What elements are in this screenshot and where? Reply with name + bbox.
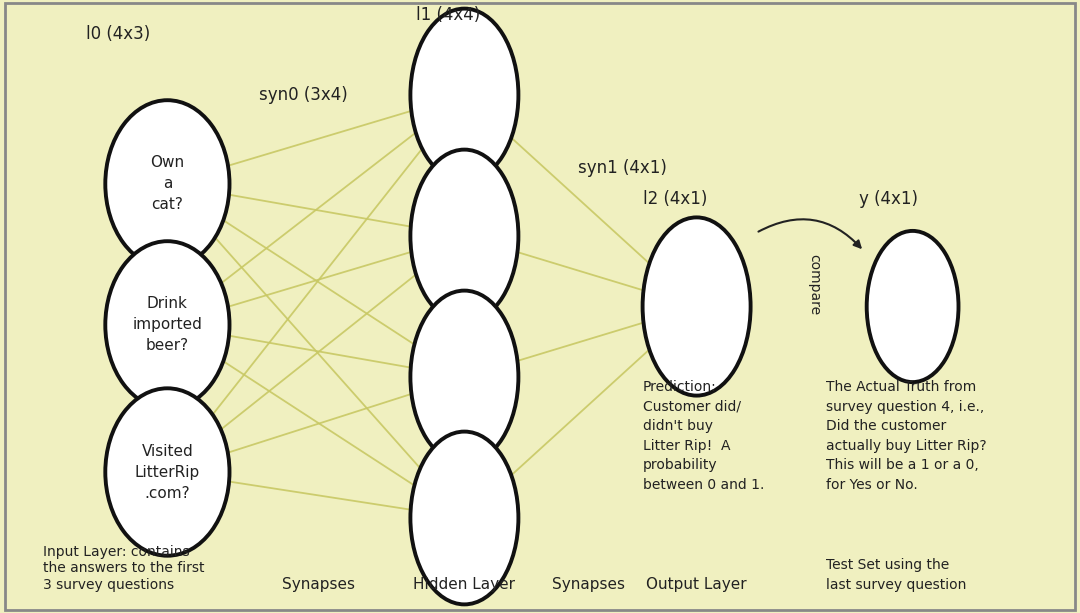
Text: Hidden Layer: Hidden Layer: [414, 577, 515, 592]
Text: Visited
LitterRip
.com?: Visited LitterRip .com?: [135, 444, 200, 500]
Text: Synapses: Synapses: [552, 577, 625, 592]
Ellipse shape: [410, 9, 518, 181]
Text: l0 (4x3): l0 (4x3): [86, 25, 150, 42]
Text: l1 (4x4): l1 (4x4): [416, 6, 480, 24]
Text: compare: compare: [808, 254, 821, 316]
Text: Test Set using the
last survey question: Test Set using the last survey question: [826, 558, 967, 592]
Text: l2 (4x1): l2 (4x1): [643, 190, 707, 208]
Text: Input Layer: contains
the answers to the first
3 survey questions: Input Layer: contains the answers to the…: [43, 545, 205, 592]
Text: Prediction:
Customer did/
didn't buy
Litter Rip!  A
probability
between 0 and 1.: Prediction: Customer did/ didn't buy Lit…: [643, 380, 764, 492]
Ellipse shape: [106, 241, 229, 409]
Ellipse shape: [410, 291, 518, 463]
Ellipse shape: [866, 231, 959, 382]
Text: Synapses: Synapses: [282, 577, 355, 592]
Ellipse shape: [410, 150, 518, 322]
Text: syn1 (4x1): syn1 (4x1): [578, 159, 666, 177]
Text: y (4x1): y (4x1): [859, 190, 918, 208]
Text: Output Layer: Output Layer: [646, 577, 747, 592]
Text: Own
a
cat?: Own a cat?: [150, 156, 185, 212]
Ellipse shape: [106, 100, 229, 268]
Ellipse shape: [643, 218, 751, 395]
Ellipse shape: [106, 388, 229, 556]
Text: syn0 (3x4): syn0 (3x4): [259, 86, 348, 104]
Text: The Actual Truth from
survey question 4, i.e.,
Did the customer
actually buy Lit: The Actual Truth from survey question 4,…: [826, 380, 987, 492]
Text: Drink
imported
beer?: Drink imported beer?: [133, 297, 202, 353]
Ellipse shape: [410, 432, 518, 604]
